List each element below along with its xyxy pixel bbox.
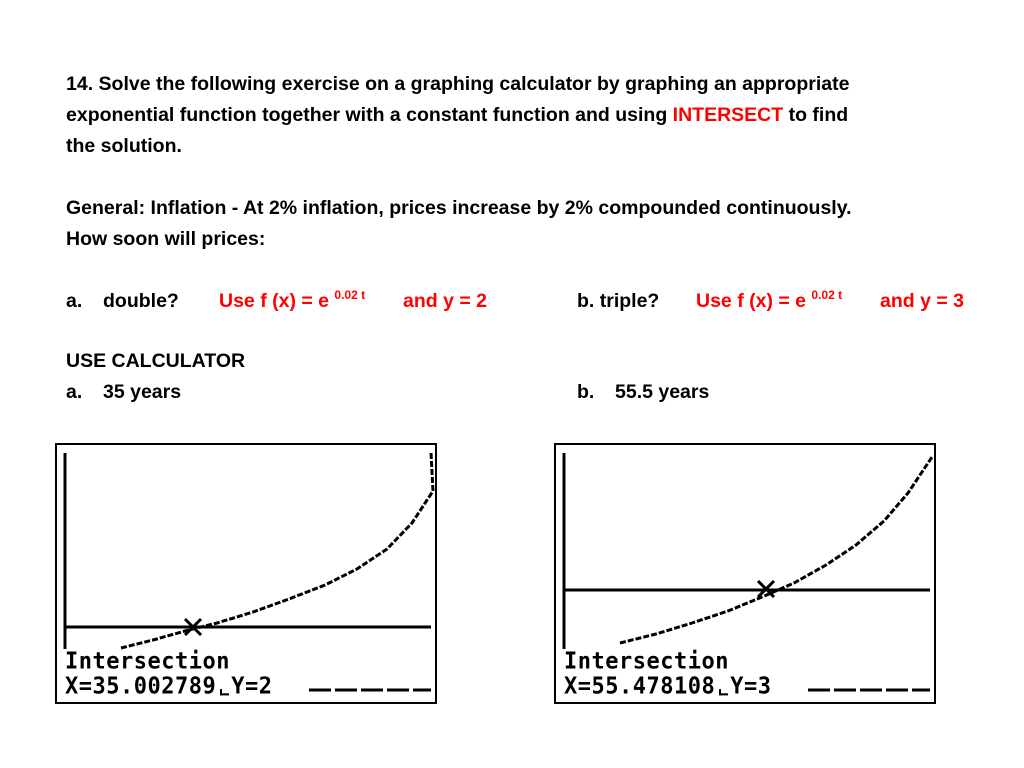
calculator-screen-b: Intersection X=55.478108 Y=3: [554, 443, 936, 704]
x-readout-b: X=55.478108: [564, 673, 716, 700]
answer-b-value: 55.5 years: [615, 381, 710, 403]
cursor-icon: [719, 689, 729, 696]
exercise-line-2-text: exponential function together with a con…: [66, 104, 673, 126]
part-a-hint-function: Use f (x) = e: [219, 290, 335, 312]
intersection-title-b: Intersection: [564, 648, 729, 675]
calculator-graph-a: [63, 452, 435, 692]
y-readout-a: Y=2: [231, 673, 273, 700]
x-readout-a: X=35.002789: [65, 673, 217, 700]
part-b-hint-exponent: 0.02 t: [811, 288, 843, 302]
answer-a-prefix: a.: [66, 381, 83, 403]
y-readout-b: Y=3: [730, 673, 772, 700]
intersection-marker-b: [756, 579, 776, 599]
part-a-hint: Use f (x) = e 0.02 t: [219, 286, 365, 319]
intersection-marker-a: [183, 617, 203, 637]
exponential-curve-b: [619, 456, 934, 645]
part-a-question: double?: [103, 290, 179, 312]
part-b-hint: Use f (x) = e 0.02 t: [696, 286, 842, 319]
calculator-heading: USE CALCULATOR: [66, 350, 246, 372]
part-b-hint-function: Use f (x) = e: [696, 290, 812, 312]
exercise-line-2-end: to find: [783, 104, 849, 126]
calculator-graph-b: [562, 453, 934, 692]
exercise-line-1: 14. Solve the following exercise on a gr…: [66, 73, 850, 95]
intersection-title-a: Intersection: [65, 648, 230, 675]
answer-b-prefix: b.: [577, 381, 595, 403]
general-line-2: How soon will prices:: [66, 228, 266, 250]
part-b-hint-constant: and y = 3: [880, 290, 964, 312]
part-a-hint-constant: and y = 2: [403, 290, 487, 312]
part-a-hint-exponent: 0.02 t: [334, 288, 366, 302]
cursor-icon: [220, 689, 230, 696]
intersect-keyword: INTERSECT: [672, 104, 784, 126]
general-line-1: General: Inflation - At 2% inflation, pr…: [66, 197, 852, 219]
intersection-readout-b: X=55.478108 Y=3: [564, 674, 771, 699]
part-b-question: b. triple?: [577, 290, 660, 312]
answer-a-value: 35 years: [103, 381, 182, 403]
exercise-line-3: the solution.: [66, 135, 182, 157]
calculator-screen-a: Intersection X=35.002789 Y=2: [55, 443, 437, 704]
exponential-curve-a: [120, 452, 435, 650]
exercise-line-2: exponential function together with a con…: [66, 100, 848, 131]
part-a-prefix: a.: [66, 290, 83, 312]
intersection-readout-a: X=35.002789 Y=2: [65, 674, 272, 699]
